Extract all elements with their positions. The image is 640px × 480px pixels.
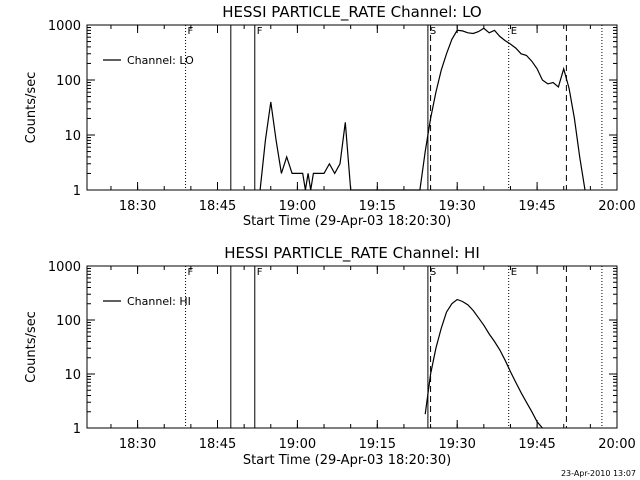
x-tick-label: 19:30 — [438, 199, 475, 214]
plot-frame — [86, 24, 618, 191]
chart-panel-hi: HESSI PARTICLE_RATE Channel: HI 1 10 100 100… — [24, 244, 636, 468]
legend-entry: Channel: HI — [127, 295, 191, 308]
event-marker-label: F — [257, 267, 263, 278]
legend-entry: Channel: LO — [127, 54, 194, 67]
x-tick-label: 18:45 — [199, 437, 236, 452]
x-tick-label: 19:45 — [518, 437, 555, 452]
event-marker-label: S — [430, 267, 436, 278]
y-tick-label: 1 — [73, 422, 81, 437]
event-marker-label: E — [511, 26, 517, 37]
y-tick-label: 100 — [56, 314, 81, 329]
plot-frame — [86, 265, 618, 429]
event-marker-label: F — [188, 26, 194, 37]
x-axis-label: Start Time (29-Apr-03 18:20:30) — [243, 453, 451, 468]
y-tick-label: 1 — [73, 184, 81, 199]
x-tick-label: 19:00 — [279, 199, 316, 214]
x-tick-label: 18:45 — [199, 199, 236, 214]
y-tick-label: 10 — [64, 129, 81, 144]
plot-timestamp: 23-Apr-2010 13:07 — [560, 469, 636, 478]
y-tick-label: 100 — [56, 74, 81, 89]
chart-title: HESSI PARTICLE_RATE Channel: LO — [222, 3, 481, 22]
x-tick-label: 19:45 — [518, 199, 555, 214]
y-tick-label: 1000 — [48, 260, 81, 275]
event-marker-label: F — [257, 26, 263, 37]
x-tick-label: 18:30 — [119, 199, 156, 214]
series-line — [259, 27, 586, 191]
chart-panel-lo: HESSI PARTICLE_RATE Channel: LO 1 10 100 100… — [24, 3, 636, 229]
x-tick-label: 20:00 — [598, 199, 635, 214]
y-tick-label: 10 — [64, 368, 81, 383]
series-line — [424, 298, 543, 429]
event-marker-label: S — [430, 26, 436, 37]
x-tick-label: 19:15 — [359, 199, 396, 214]
x-tick-label: 19:00 — [279, 437, 316, 452]
x-tick-label: 20:00 — [598, 437, 635, 452]
x-axis-label: Start Time (29-Apr-03 18:20:30) — [243, 214, 451, 229]
x-tick-label: 19:30 — [438, 437, 475, 452]
chart-title: HESSI PARTICLE_RATE Channel: HI — [224, 244, 480, 263]
y-axis-label: Counts/sec — [24, 72, 39, 144]
y-axis-label: Counts/sec — [24, 311, 39, 383]
y-tick-label: 1000 — [48, 19, 81, 34]
x-tick-label: 19:15 — [359, 437, 396, 452]
event-marker-label: F — [188, 267, 194, 278]
event-marker-label: E — [511, 267, 517, 278]
x-tick-label: 18:30 — [119, 437, 156, 452]
